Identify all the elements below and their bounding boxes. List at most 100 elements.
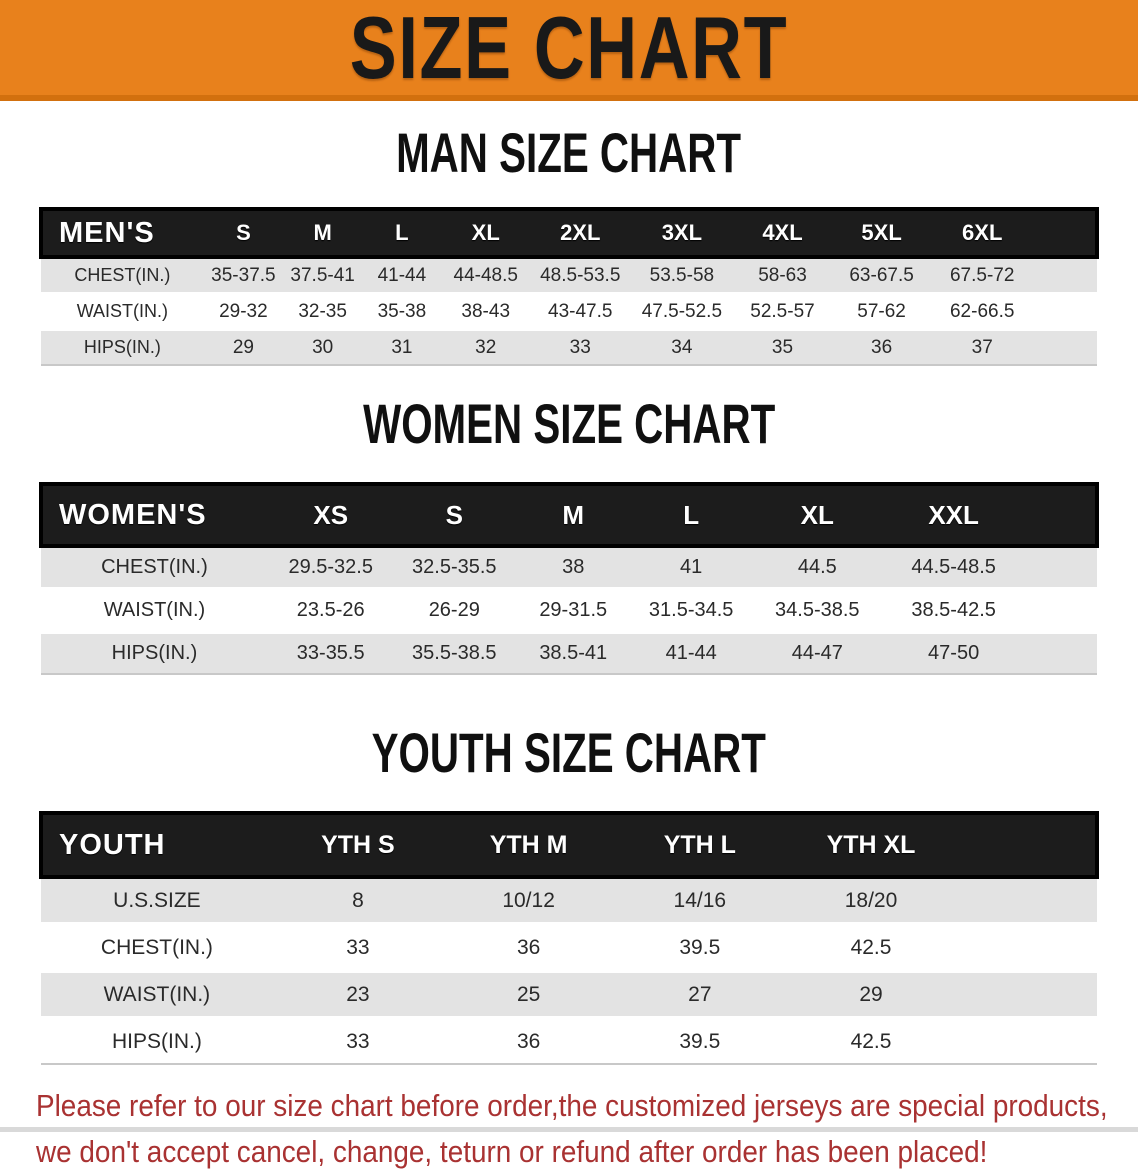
size-value-cell: 47.5-52.5	[630, 293, 734, 331]
column-header: XS	[267, 482, 394, 548]
column-header: M	[515, 482, 632, 548]
size-value-cell: 35.5-38.5	[393, 632, 516, 675]
size-chart-banner: SIZE CHART	[0, 0, 1138, 101]
size-value-cell: 35	[733, 329, 832, 366]
column-header: XXL	[883, 482, 1024, 548]
row-label: CHEST(IN.)	[41, 255, 204, 295]
spacer-cell	[956, 1018, 1097, 1065]
size-value-cell: 33	[529, 329, 631, 366]
column-header: XL	[441, 207, 530, 259]
table-row: CHEST(IN.) 33 36 39.5 42.5	[41, 924, 1097, 973]
size-value-cell: 18/20	[785, 875, 957, 926]
size-value-cell: 52.5-57	[733, 293, 832, 331]
size-value-cell: 41-44	[631, 632, 751, 675]
row-label: WAIST(IN.)	[41, 293, 204, 331]
table-header-row: MEN'S S M L XL 2XL 3XL 4XL 5XL 6XL	[39, 207, 1099, 259]
size-value-cell: 43-47.5	[529, 293, 631, 331]
row-label: CHEST(IN.)	[41, 924, 273, 973]
table-row: HIPS(IN.) 29 30 31 32 33 34 35 36 37	[41, 329, 1097, 366]
bottom-edge-strip	[0, 1127, 1138, 1132]
size-value-cell: 53.5-58	[630, 255, 734, 295]
spacer-cell	[956, 924, 1097, 973]
size-value-cell: 8	[272, 875, 444, 926]
size-value-cell: 41	[631, 544, 751, 591]
row-label: WAIST(IN.)	[41, 589, 268, 634]
size-value-cell: 36	[831, 329, 932, 366]
column-header: XL	[750, 482, 884, 548]
size-value-cell: 63-67.5	[831, 255, 932, 295]
table-row: WAIST(IN.) 29-32 32-35 35-38 38-43 43-47.5 47.…	[41, 293, 1097, 331]
table-header-row: YOUTH YTH S YTH M YTH L YTH XL	[39, 811, 1100, 879]
women-section-heading: WOMEN SIZE CHART	[0, 392, 1138, 462]
size-value-cell: 30	[283, 329, 363, 366]
row-label: CHEST(IN.)	[41, 544, 268, 591]
size-value-cell: 38.5-42.5	[883, 589, 1024, 634]
spacer-cell	[956, 811, 1100, 879]
spacer-cell	[1023, 482, 1100, 548]
youth-section-heading-text: YOUTH SIZE CHART	[371, 721, 767, 784]
size-value-cell: 36	[443, 1018, 615, 1065]
spacer-cell	[1033, 293, 1097, 331]
column-header: S	[393, 482, 516, 548]
table-corner-label: MEN'S	[39, 207, 204, 259]
table-row: U.S.SIZE 8 10/12 14/16 18/20	[41, 875, 1097, 926]
column-header: 5XL	[831, 207, 932, 259]
size-value-cell: 29	[203, 329, 284, 366]
banner-title: SIZE CHART	[349, 0, 789, 97]
size-value-cell: 33	[272, 924, 444, 973]
size-value-cell: 32.5-35.5	[393, 544, 516, 591]
size-value-cell: 44-48.5	[441, 255, 530, 295]
table-row: CHEST(IN.) 35-37.5 37.5-41 41-44 44-48.5 48.5…	[41, 255, 1097, 295]
women-size-table: WOMEN'S XS S M L XL XXL CHEST(IN.) 29.5-32.5 32.5…	[39, 482, 1100, 675]
size-value-cell: 10/12	[443, 875, 615, 926]
spacer-cell	[1023, 589, 1097, 634]
column-header: L	[362, 207, 442, 259]
size-value-cell: 44-47	[750, 632, 884, 675]
size-value-cell: 29.5-32.5	[267, 544, 394, 591]
column-header: YTH L	[614, 811, 786, 879]
order-policy-line-2: we don't accept cancel, change, teturn o…	[36, 1134, 988, 1169]
size-value-cell: 32	[441, 329, 530, 366]
women-section-heading-text: WOMEN SIZE CHART	[362, 392, 776, 455]
column-header: YTH M	[443, 811, 615, 879]
order-policy-line-1: Please refer to our size chart before or…	[36, 1088, 1108, 1123]
table-header-row: WOMEN'S XS S M L XL XXL	[39, 482, 1100, 548]
size-value-cell: 31.5-34.5	[631, 589, 751, 634]
size-value-cell: 37.5-41	[283, 255, 363, 295]
size-value-cell: 34.5-38.5	[750, 589, 884, 634]
size-value-cell: 42.5	[785, 1018, 957, 1065]
size-value-cell: 32-35	[283, 293, 363, 331]
column-header: 3XL	[630, 207, 734, 259]
youth-size-table: YOUTH YTH S YTH M YTH L YTH XL U.S.SIZE 8 10/12…	[39, 811, 1100, 1065]
size-value-cell: 35-38	[362, 293, 442, 331]
size-value-cell: 29-31.5	[515, 589, 632, 634]
column-header: YTH XL	[785, 811, 957, 879]
size-value-cell: 47-50	[883, 632, 1024, 675]
size-value-cell: 14/16	[614, 875, 786, 926]
table-row: WAIST(IN.) 23 25 27 29	[41, 971, 1097, 1020]
column-header: L	[631, 482, 751, 548]
size-value-cell: 26-29	[393, 589, 516, 634]
size-value-cell: 29-32	[203, 293, 284, 331]
size-value-cell: 44.5	[750, 544, 884, 591]
size-value-cell: 57-62	[831, 293, 932, 331]
spacer-cell	[1023, 544, 1097, 591]
column-header: 4XL	[733, 207, 832, 259]
table-row: WAIST(IN.) 23.5-26 26-29 29-31.5 31.5-34.5 34…	[41, 589, 1097, 634]
size-value-cell: 58-63	[733, 255, 832, 295]
size-value-cell: 41-44	[362, 255, 442, 295]
size-value-cell: 39.5	[614, 924, 786, 973]
row-label: HIPS(IN.)	[41, 1018, 273, 1065]
row-label: U.S.SIZE	[41, 875, 273, 926]
spacer-cell	[956, 971, 1097, 1020]
table-corner-label: WOMEN'S	[39, 482, 268, 548]
column-header: S	[203, 207, 284, 259]
spacer-cell	[1033, 255, 1097, 295]
spacer-cell	[1023, 632, 1097, 675]
size-value-cell: 29	[785, 971, 957, 1020]
row-label: HIPS(IN.)	[41, 329, 204, 366]
table-corner-label: YOUTH	[39, 811, 273, 879]
size-value-cell: 38	[515, 544, 632, 591]
size-value-cell: 42.5	[785, 924, 957, 973]
size-value-cell: 27	[614, 971, 786, 1020]
